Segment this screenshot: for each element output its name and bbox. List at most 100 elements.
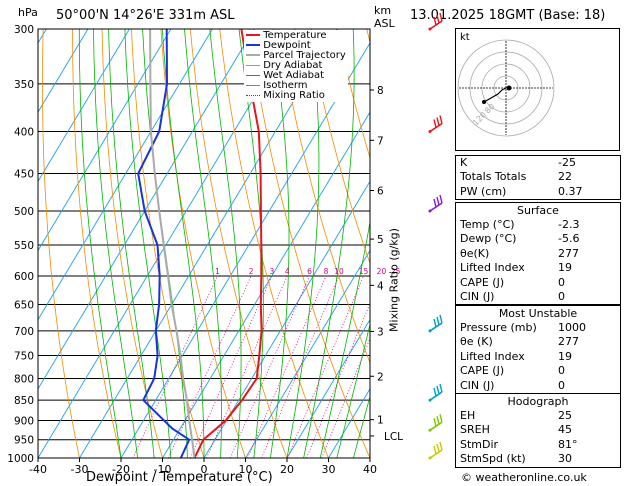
x-tick-label: -30 bbox=[71, 463, 89, 476]
storm-motion-marker bbox=[506, 85, 512, 91]
mu-row: Lifted Index 19 bbox=[460, 349, 572, 363]
km-tick-label: 8 bbox=[377, 85, 384, 97]
mu-row: CAPE (J) 0 bbox=[460, 364, 565, 378]
legend-temperature: Temperature bbox=[246, 31, 346, 41]
surface-title: Surface bbox=[517, 204, 559, 217]
wet-adiabat-line bbox=[353, 394, 370, 458]
wet-adiabat-line bbox=[78, 29, 122, 458]
mixing-ratio-line bbox=[132, 275, 218, 458]
dry-adiabat-line bbox=[278, 29, 370, 364]
km-tick-label: LCL bbox=[384, 431, 403, 443]
hodo-row: StmDir 81° bbox=[460, 437, 578, 451]
hodo-row: SREH 45 bbox=[460, 423, 572, 437]
mixing-ratio-line bbox=[168, 275, 252, 458]
index-k: K -25 bbox=[460, 156, 576, 169]
wind-barb bbox=[428, 115, 443, 134]
hodograph-point bbox=[482, 100, 486, 104]
isotherm-line bbox=[245, 249, 370, 458]
dry-adiabat-line bbox=[101, 29, 163, 458]
wind-barb bbox=[428, 12, 443, 31]
wet-adiabat-line bbox=[161, 29, 205, 458]
hpa-unit: hPa bbox=[18, 6, 38, 19]
most-unstable-table: Most Unstable Pressure (mb) 1000 θe (K) 27… bbox=[455, 305, 621, 394]
wind-barb bbox=[428, 383, 443, 402]
pressure-tick-label: 300 bbox=[14, 24, 34, 36]
wind-barb bbox=[428, 314, 443, 333]
wet-adiabat-line bbox=[303, 29, 355, 458]
mixing-ratio-line bbox=[206, 275, 288, 458]
mu-row: CIN (J) 0 bbox=[460, 378, 565, 392]
x-tick-label: -10 bbox=[154, 463, 172, 476]
hodo-row: StmSpd (kt) 30 bbox=[460, 452, 572, 466]
mixing-ratio-axis-label: Mixing Ratio (g/kg) bbox=[387, 228, 401, 332]
km-unit: km bbox=[374, 4, 392, 17]
valid-datetime: 13.01.2025 18GMT (Base: 18) bbox=[410, 8, 606, 23]
km-tick-label: 6 bbox=[377, 185, 384, 197]
parcel-trajectory-line bbox=[149, 29, 196, 458]
mixing-ratio-label: 4 bbox=[285, 267, 290, 276]
x-tick-label: -20 bbox=[112, 463, 130, 476]
pressure-tick-label: 700 bbox=[14, 326, 34, 338]
surface-row: Lifted Index 19 bbox=[460, 261, 572, 275]
hodograph-ring-label: 80 bbox=[483, 102, 497, 116]
wet-adiabat-line bbox=[336, 322, 370, 458]
isotherm-line bbox=[203, 180, 370, 458]
mixing-ratio-label: 15 bbox=[359, 267, 369, 276]
mixing-ratio-line bbox=[229, 275, 310, 458]
isotherm-line bbox=[38, 29, 172, 252]
asl-unit: ASL bbox=[374, 17, 395, 30]
pressure-tick-label: 500 bbox=[14, 206, 34, 218]
dry-adiabat-line bbox=[307, 29, 370, 265]
station-location: 50°00'N 14°26'E 331m ASL bbox=[56, 8, 235, 23]
hodograph-unit: kt bbox=[460, 32, 470, 43]
pressure-tick-label: 850 bbox=[14, 395, 34, 407]
wet-adiabat-line bbox=[184, 29, 222, 458]
dry-adiabat-line bbox=[131, 29, 205, 458]
x-tick-label: 20 bbox=[280, 463, 294, 476]
mixing-ratio-label: 8 bbox=[324, 267, 329, 276]
wind-barb bbox=[428, 441, 443, 460]
mixing-ratio-label: 10 bbox=[334, 267, 344, 276]
surface-row: Temp (°C) -2.3 bbox=[460, 218, 580, 231]
isotherm-line bbox=[38, 29, 130, 183]
x-tick-label: -40 bbox=[29, 463, 47, 476]
wet-adiabat-line bbox=[209, 29, 242, 458]
isotherm-line bbox=[38, 29, 89, 114]
pressure-tick-label: 350 bbox=[14, 79, 34, 91]
dry-adiabat-line bbox=[72, 29, 122, 458]
isotherm-line bbox=[286, 318, 370, 458]
wet-adiabat-line bbox=[93, 29, 138, 458]
pressure-tick-label: 650 bbox=[14, 300, 34, 312]
legend-wet-adiabat: Wet Adiabat bbox=[246, 71, 346, 81]
indices-table: K -25 Totals Totals 22 PW (cm) 0.37 bbox=[455, 155, 621, 201]
hodograph-trace bbox=[483, 87, 507, 103]
mixing-ratio-label: 2 bbox=[249, 267, 254, 276]
km-tick-label: 2 bbox=[377, 371, 384, 383]
legend-dewpoint: Dewpoint bbox=[246, 41, 346, 51]
pressure-tick-label: 600 bbox=[14, 271, 34, 283]
mixing-ratio-label: 6 bbox=[307, 267, 312, 276]
km-tick-label: 4 bbox=[377, 280, 384, 292]
pressure-tick-label: 950 bbox=[14, 435, 34, 447]
wet-adiabat-line bbox=[319, 220, 370, 458]
most-unstable-title: Most Unstable bbox=[498, 307, 578, 320]
km-tick-label: 3 bbox=[377, 326, 384, 338]
mixing-ratio-line bbox=[287, 275, 364, 458]
wind-barb bbox=[428, 414, 443, 432]
wet-adiabat-line bbox=[124, 29, 172, 458]
legend-isotherm: Isotherm bbox=[246, 81, 346, 91]
km-tick-label: 7 bbox=[377, 135, 384, 147]
mixing-ratio-label: 1 bbox=[215, 267, 220, 276]
pressure-tick-label: 750 bbox=[14, 350, 34, 362]
wet-adiabat-line bbox=[270, 29, 290, 458]
hodograph-table: Hodograph EH 25 SREH 45 StmDir 81° StmSpd (… bbox=[455, 393, 621, 468]
index-totals: Totals Totals 22 bbox=[460, 170, 572, 184]
mixing-ratio-line bbox=[190, 275, 273, 458]
surface-row: CIN (J) 0 bbox=[460, 289, 565, 303]
mu-row: Pressure (mb) 1000 bbox=[460, 321, 586, 334]
pressure-tick-label: 550 bbox=[14, 240, 34, 252]
isotherm-line bbox=[0, 29, 5, 458]
pressure-tick-label: 900 bbox=[14, 415, 34, 427]
index-pw: PW (cm) 0.37 bbox=[460, 184, 583, 198]
